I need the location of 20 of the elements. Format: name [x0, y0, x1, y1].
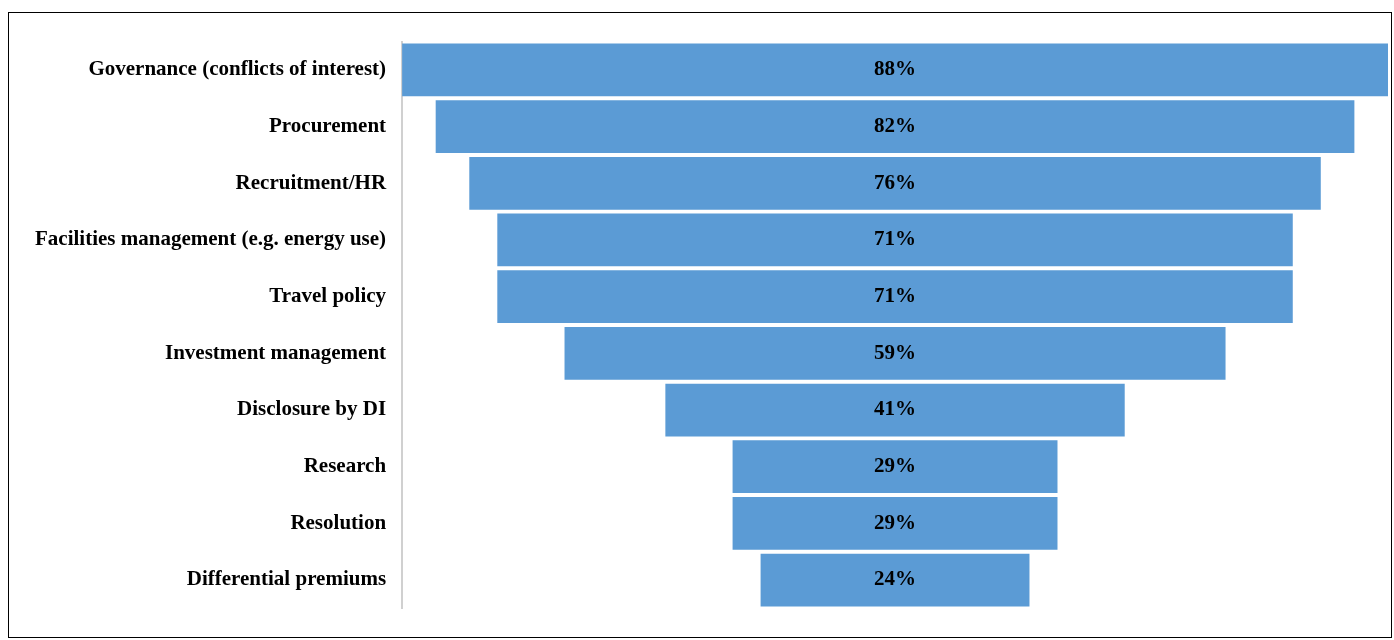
data-label: 59% — [874, 339, 917, 364]
data-label: 24% — [874, 566, 917, 591]
category-label: Recruitment/HR — [235, 169, 387, 194]
category-label: Resolution — [290, 509, 387, 534]
data-label: 41% — [874, 396, 917, 421]
data-label: 71% — [874, 226, 917, 251]
category-label: Differential premiums — [186, 566, 387, 591]
category-label: Travel policy — [269, 283, 387, 308]
data-label: 76% — [874, 169, 917, 194]
category-label: Governance (conflicts of interest) — [88, 56, 387, 81]
data-label: 88% — [874, 56, 917, 81]
category-label: Investment management — [165, 339, 387, 364]
data-label: 29% — [874, 453, 917, 478]
data-label: 29% — [874, 509, 917, 534]
category-label: Research — [303, 453, 387, 478]
category-label: Procurement — [269, 113, 387, 138]
data-label: 71% — [874, 283, 917, 308]
category-label: Facilities management (e.g. energy use) — [35, 226, 387, 251]
data-label: 82% — [874, 113, 917, 138]
category-label: Disclosure by DI — [237, 396, 387, 421]
